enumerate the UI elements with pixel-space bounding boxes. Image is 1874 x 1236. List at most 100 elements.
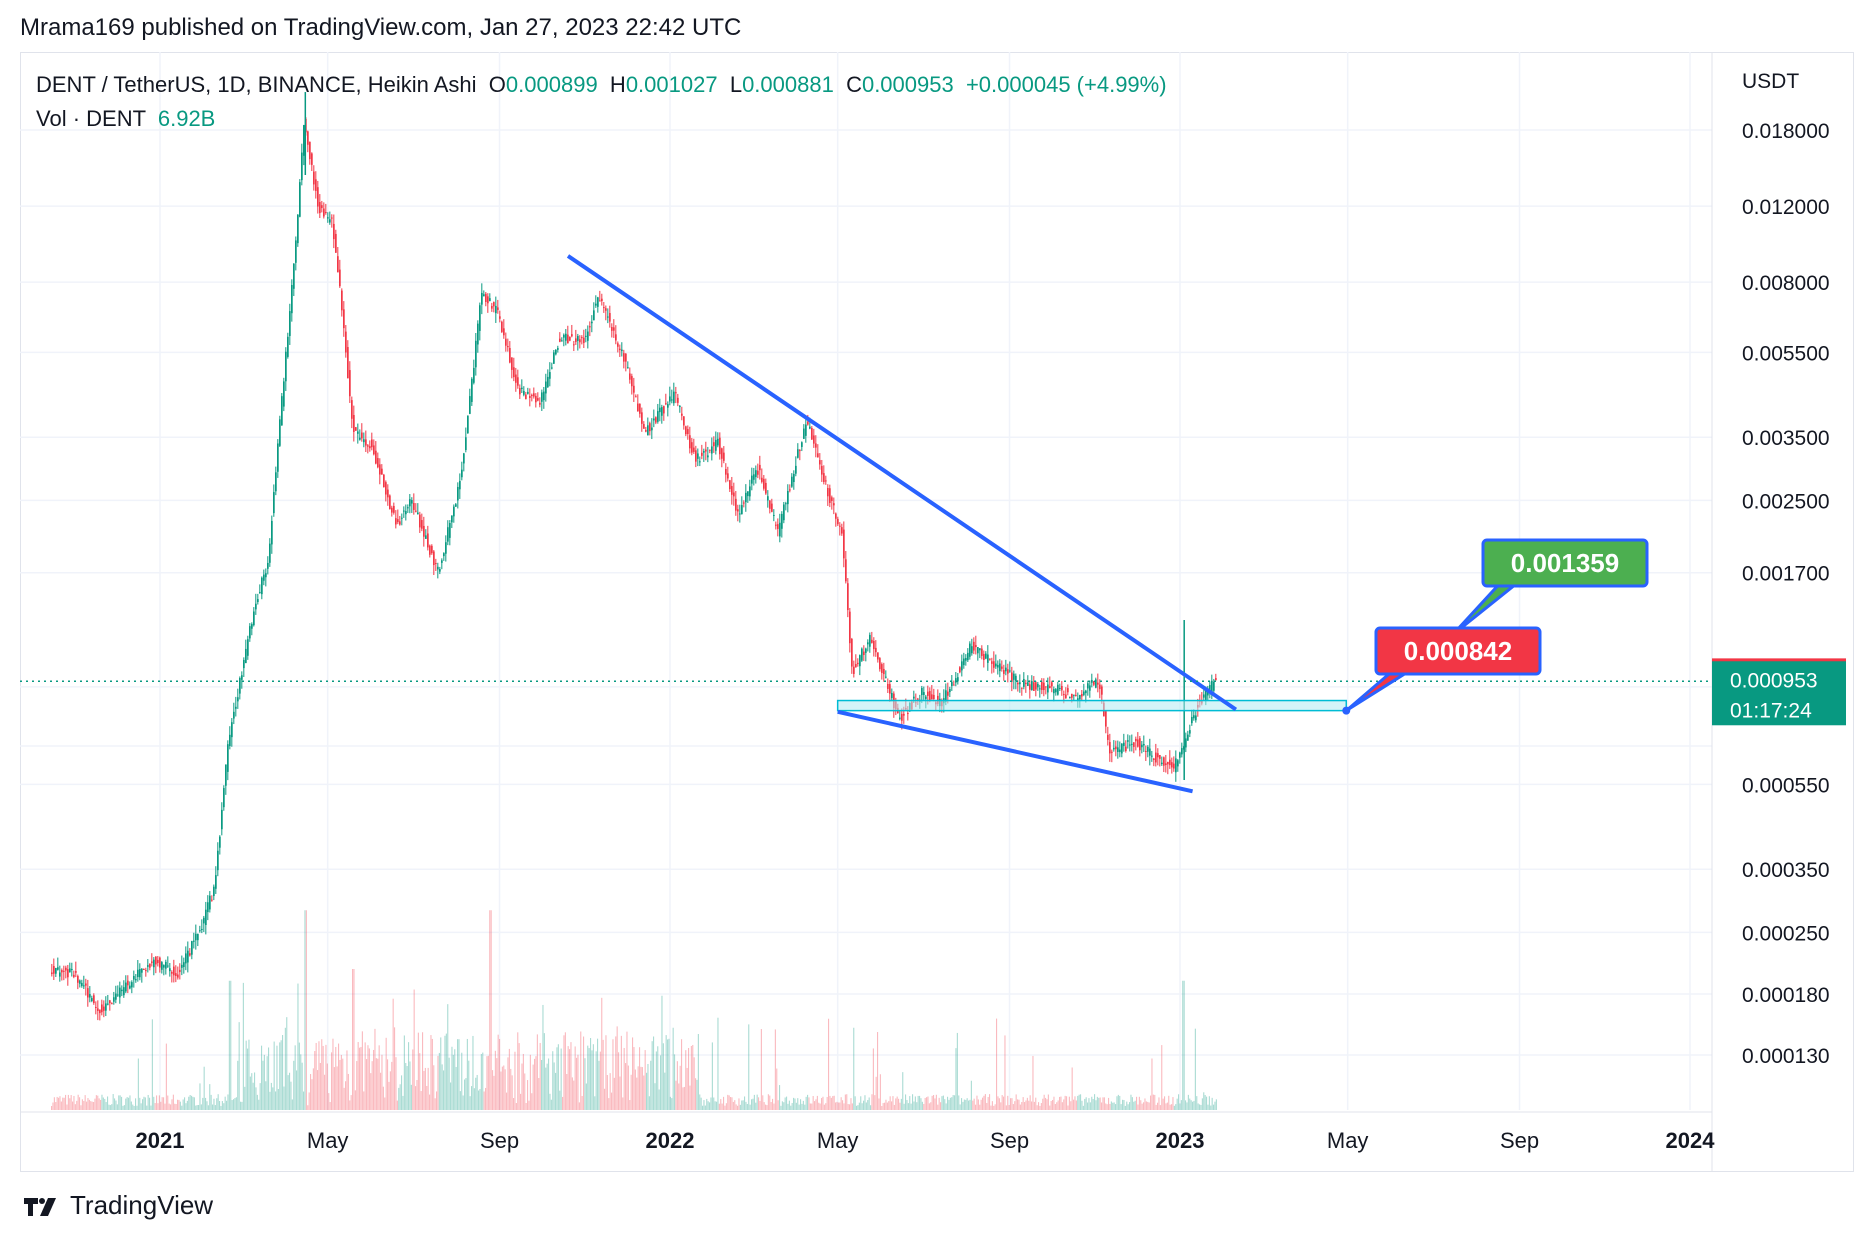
candle-body (727, 473, 729, 479)
volume-bar (990, 1105, 992, 1110)
volume-bar (863, 1100, 865, 1110)
volume-bar (693, 1057, 695, 1110)
candle-body (603, 307, 605, 309)
volume-bar (343, 1087, 345, 1110)
volume-bar (384, 1097, 386, 1110)
volume-bar (1105, 1103, 1107, 1110)
volume-bar (235, 1097, 237, 1110)
volume-bar (315, 1042, 317, 1110)
volume-bar (149, 1097, 151, 1110)
candle-body (965, 657, 967, 661)
volume-bar (606, 1075, 608, 1110)
candle-body (385, 482, 387, 495)
volume-bar (317, 1070, 319, 1110)
volume-bar (889, 1096, 891, 1110)
candle-body (115, 993, 117, 1000)
volume-bar (944, 1099, 946, 1110)
volume-bar (629, 1100, 631, 1110)
candle-body (753, 474, 755, 480)
volume-bar (902, 1072, 904, 1110)
volume-bar (837, 1102, 839, 1110)
volume-bar (87, 1098, 89, 1110)
volume-bar (182, 1099, 184, 1110)
candle-body (631, 376, 633, 387)
volume-bar (1067, 1105, 1069, 1110)
candle-body (1097, 682, 1099, 685)
volume-bar (77, 1094, 79, 1110)
candle-body (861, 648, 863, 661)
candle-body (1153, 758, 1155, 761)
volume-bar (695, 1078, 697, 1110)
candle-body (923, 692, 925, 695)
volume-bar (438, 1052, 440, 1110)
volume-bar (517, 1032, 519, 1110)
candle-body (229, 734, 231, 747)
volume-bar (157, 1103, 159, 1110)
candle-body (143, 969, 145, 971)
volume-bar (745, 1101, 747, 1110)
volume-bar (800, 1099, 802, 1110)
candle-body (403, 510, 405, 512)
candle-body (81, 982, 83, 986)
volume-bar (560, 1048, 562, 1110)
volume-bar (385, 1037, 387, 1110)
candle-body (1187, 734, 1189, 741)
candle-body (361, 432, 363, 439)
candle-body (637, 403, 639, 412)
volume-bar (405, 1062, 407, 1110)
candle-body (707, 455, 709, 458)
volume-bar (434, 1098, 436, 1110)
candle-body (137, 969, 139, 978)
candle-body (977, 647, 979, 654)
volume-bar (354, 1090, 356, 1110)
candle-body (57, 967, 59, 970)
volume-bar (937, 1104, 939, 1110)
candle-body (761, 477, 763, 482)
volume-bar (1150, 1095, 1152, 1110)
volume-bar (398, 1087, 400, 1110)
volume-bar (566, 1074, 568, 1110)
volume-bar (366, 1059, 368, 1110)
candle-body (925, 696, 927, 699)
candle-body (59, 972, 61, 977)
volume-bar (1199, 1104, 1201, 1110)
volume-bar (1185, 1100, 1187, 1110)
volume-bar (903, 1103, 905, 1110)
candle-body (633, 385, 635, 393)
volume-bar (604, 1088, 606, 1110)
candle-body (791, 476, 793, 487)
volume-bar (872, 1048, 874, 1110)
candle-body (355, 427, 357, 431)
volume-bar (1066, 1096, 1068, 1110)
candle-body (389, 495, 391, 510)
candle-body (89, 994, 91, 998)
volume-bar (93, 1102, 95, 1110)
candle-body (749, 486, 751, 497)
volume-bar (221, 1101, 223, 1110)
volume-bar (748, 1024, 750, 1110)
volume-bar (1140, 1100, 1142, 1110)
volume-bar (980, 1099, 982, 1110)
candle-body (165, 961, 167, 969)
candle-body (351, 400, 353, 419)
volume-bar (1210, 1105, 1212, 1110)
candle-body (185, 953, 187, 964)
volume-bar (410, 1084, 412, 1110)
candle-body (869, 634, 871, 647)
candle-body (619, 348, 621, 351)
volume-bar (924, 1097, 926, 1110)
volume-bar (1113, 1102, 1115, 1110)
volume-bar (650, 1060, 652, 1110)
candle-body (985, 653, 987, 659)
volume-bar (503, 1065, 505, 1110)
tradingview-brand[interactable]: TradingView (22, 1190, 213, 1221)
candle-body (1001, 666, 1003, 669)
candle-body (141, 968, 143, 973)
volume-bar (836, 1101, 838, 1110)
candle-body (1143, 743, 1145, 746)
candle-body (751, 475, 753, 484)
candle-body (67, 969, 69, 978)
candle-body (1011, 672, 1013, 682)
volume-bar (387, 1059, 389, 1110)
